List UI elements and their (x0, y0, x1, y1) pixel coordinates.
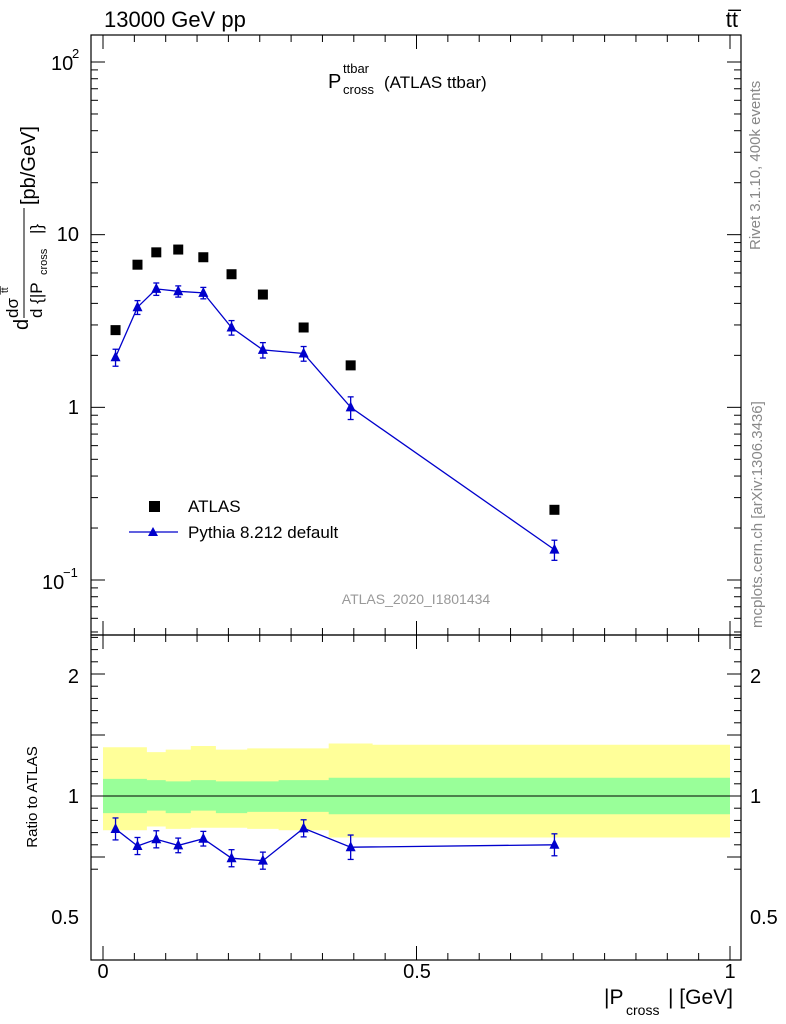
legend-atlas-marker (149, 501, 160, 512)
svg-text:|P: |P (604, 986, 623, 1009)
mcplots-label: mcplots.cern.ch [arXiv:1306.3436] (749, 401, 766, 628)
svg-text:10: 10 (51, 53, 73, 75)
mc-point (173, 839, 184, 850)
ratio-y-axis-label: Ratio to ATLAS (24, 746, 41, 847)
ratio-mc-series (110, 817, 560, 870)
ratio-ytick-2: 2 (68, 666, 79, 688)
mc-point (198, 832, 209, 843)
svg-text:dσ: dσ (3, 298, 22, 318)
xtick-0.5: 0.5 (403, 961, 431, 983)
mc-line (114, 288, 555, 551)
main-title: P ttbar cross (ATLAS ttbar) (328, 61, 487, 97)
mc-point (549, 838, 560, 849)
data-point (257, 289, 268, 300)
svg-text:t̅t̅: t̅t̅ (0, 286, 11, 295)
mc-point (549, 543, 560, 554)
svg-text:cross: cross (343, 82, 375, 97)
data-point (198, 252, 209, 263)
svg-text:cross: cross (38, 248, 50, 275)
mc-point (132, 840, 143, 851)
svg-text:| [GeV]: | [GeV] (668, 986, 733, 1009)
data-point (151, 247, 162, 258)
main-plot-frame (90, 34, 742, 636)
mc-point (345, 841, 356, 852)
data-point (110, 325, 121, 336)
svg-text:cross: cross (626, 1002, 659, 1018)
data-point (173, 244, 184, 255)
process-label: tt̅ (726, 7, 742, 32)
mc-point (132, 301, 143, 312)
mc-point (151, 833, 162, 844)
svg-text:|}: |} (27, 224, 46, 234)
svg-text:(ATLAS ttbar): (ATLAS ttbar) (384, 73, 487, 92)
mc-point (151, 282, 162, 293)
ytick-10: 10 (57, 224, 79, 246)
mc-point (257, 854, 268, 865)
x-tick-labels: 0 0.5 1 (97, 961, 735, 983)
ratio-ytick-1: 1 (68, 786, 79, 808)
ytick-100: 10 2 (51, 46, 79, 75)
svg-text:ttbar: ttbar (343, 61, 370, 76)
svg-text:[pb/GeV]: [pb/GeV] (18, 126, 40, 205)
ratio-mc-line (115, 827, 555, 862)
mc-point (298, 347, 309, 358)
main-mc-series (110, 282, 560, 561)
ratio-ytick-0.5: 0.5 (51, 907, 79, 929)
legend-pythia-label: Pythia 8.212 default (188, 523, 339, 542)
ratio-ytick-0.5-right: 0.5 (750, 907, 778, 929)
data-point (226, 269, 237, 280)
legend-pythia-marker (148, 527, 158, 536)
main-y-axis-label: d dσ t̅t̅ d {|P cross |} [pb/GeV] (0, 126, 50, 330)
mc-point (110, 351, 121, 362)
mc-point (257, 343, 268, 354)
legend-atlas-label: ATLAS (188, 497, 241, 516)
mc-point (298, 822, 309, 833)
svg-text:P: P (328, 71, 341, 93)
analysis-watermark: ATLAS_2020_I1801434 (342, 591, 491, 607)
ratio-axis-ticks (91, 635, 741, 960)
main-y-tick-labels: 10 2 10 1 10 −1 (42, 46, 79, 594)
mc-point (198, 286, 209, 297)
data-point (298, 322, 309, 333)
ratio-y-tick-labels: 2 1 0.5 2 1 0.5 (51, 666, 778, 929)
svg-text:d {|P: d {|P (27, 282, 46, 318)
svg-text:d: d (11, 319, 33, 330)
main-data-series (110, 244, 560, 515)
xtick-0: 0 (97, 961, 108, 983)
mc-point (226, 321, 237, 332)
ratio-ytick-2-right: 2 (750, 666, 761, 688)
mc-point (173, 285, 184, 296)
ytick-0.1: 10 −1 (42, 565, 78, 594)
x-axis-label: |P cross | [GeV] (604, 986, 733, 1018)
legend: ATLAS Pythia 8.212 default (129, 497, 339, 542)
ratio-ytick-1-right: 1 (750, 786, 761, 808)
energy-label: 13000 GeV pp (104, 7, 246, 32)
rivet-label: Rivet 3.1.10, 400k events (747, 81, 764, 250)
svg-text:−1: −1 (63, 565, 78, 580)
data-point (345, 360, 356, 371)
data-point (549, 504, 560, 515)
ratio-uncertainty-bands (103, 743, 730, 838)
svg-text:2: 2 (72, 46, 79, 61)
mc-point (110, 822, 121, 833)
svg-text:10: 10 (42, 572, 64, 594)
mc-point (345, 401, 356, 412)
mc-point (226, 852, 237, 863)
data-point (132, 259, 143, 270)
xtick-1: 1 (724, 961, 735, 983)
main-axis-ticks (91, 35, 741, 635)
ytick-1: 1 (68, 397, 79, 419)
